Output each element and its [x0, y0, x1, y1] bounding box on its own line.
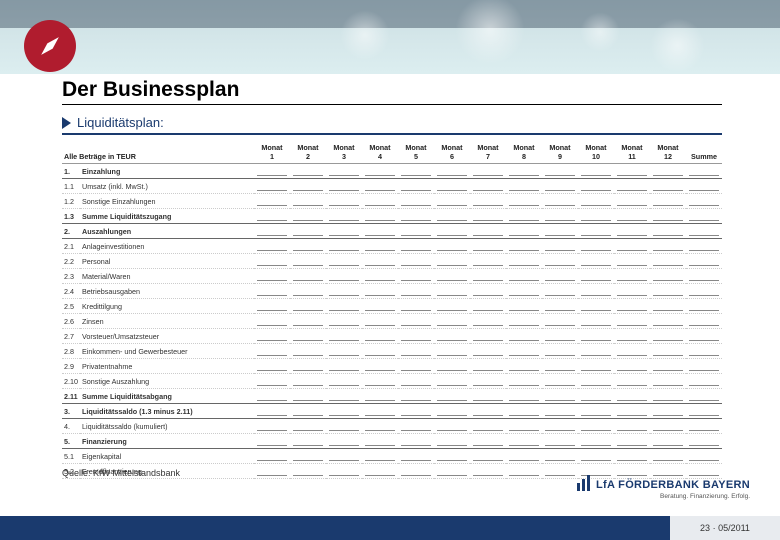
footer-bar	[0, 516, 780, 540]
liquidity-table: Alle Beträge in TEURMonat1Monat2Monat3Mo…	[62, 140, 722, 479]
logo-subtext: Beratung. Finanzierung. Erfolg.	[577, 493, 750, 500]
source-text: Quelle: KfW Mittelstandsbank	[62, 468, 180, 478]
logo-block: LfA FÖRDERBANK BAYERN Beratung. Finanzie…	[577, 475, 750, 500]
logo-bars-icon	[577, 475, 590, 491]
triangle-icon	[62, 117, 71, 129]
header-background	[0, 0, 780, 74]
footer-page-info: 23 · 05/2011	[670, 516, 780, 540]
subtitle-row: Liquiditätsplan:	[62, 115, 722, 135]
subtitle: Liquiditätsplan:	[77, 115, 164, 130]
page-title: Der Businessplan	[62, 78, 722, 105]
compass-icon	[24, 20, 76, 72]
logo-text: LfA FÖRDERBANK BAYERN	[596, 479, 750, 491]
